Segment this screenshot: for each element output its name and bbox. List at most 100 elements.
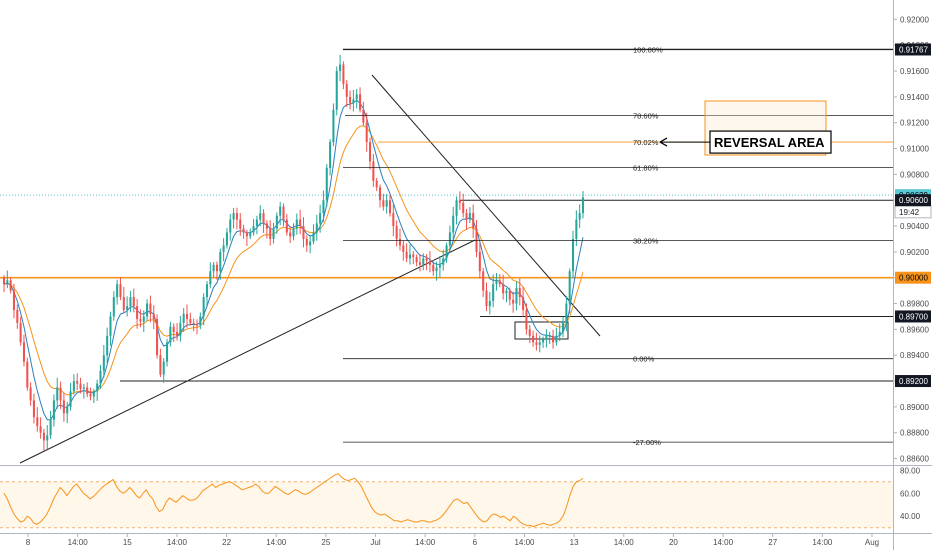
candle-body: [89, 393, 92, 397]
candle-body: [176, 331, 179, 336]
candle-body: [9, 280, 12, 291]
candle-body: [279, 206, 282, 216]
candle-body: [106, 335, 109, 356]
candle-body: [405, 251, 408, 259]
candle-body: [212, 264, 215, 272]
price-tag: [895, 43, 931, 56]
candle-body: [535, 342, 538, 345]
candle-body: [329, 142, 332, 168]
candle-body: [552, 335, 555, 343]
candle-body: [86, 387, 89, 394]
candle-body: [562, 322, 565, 332]
candle-body: [385, 200, 388, 207]
candle-body: [36, 417, 39, 427]
candle-body: [505, 290, 508, 294]
candle-body: [378, 187, 382, 201]
candle-body: [222, 245, 225, 252]
candle-body: [309, 241, 312, 246]
candle-body: [305, 238, 308, 246]
candle-body: [355, 94, 358, 100]
candle-body: [452, 215, 455, 233]
candle-body: [76, 381, 79, 384]
y-tick-label: 0.91000: [900, 145, 929, 154]
candle-body: [116, 284, 119, 298]
candle-body: [522, 297, 525, 310]
candle-body: [462, 202, 465, 214]
candle-body: [325, 167, 328, 201]
candle-body: [19, 322, 22, 343]
candle-body: [555, 335, 558, 343]
candle-body: [435, 267, 438, 272]
candle-body: [575, 219, 578, 239]
candle-body: [465, 213, 468, 220]
candle-body: [92, 391, 95, 397]
candle-body: [82, 387, 85, 389]
moving-averages: [3, 99, 584, 421]
candle-body: [581, 197, 585, 214]
candle-body: [12, 290, 16, 310]
candle-body: [342, 64, 345, 84]
candle-body: [215, 264, 218, 272]
candle-body: [538, 342, 541, 345]
candle-body: [532, 335, 535, 343]
price-tag: [895, 194, 931, 207]
ema-fast-line: [3, 99, 584, 421]
fib-label: -27.00%: [633, 438, 661, 447]
candle-body: [66, 406, 69, 414]
candle-body: [2, 277, 6, 285]
y-tick-label: 0.90400: [900, 222, 929, 231]
candle-body: [109, 316, 112, 336]
candle-body: [295, 219, 298, 229]
rsi-tick-label: 40.00: [900, 512, 921, 521]
x-tick-label: 6: [473, 538, 478, 547]
candle-body: [482, 271, 485, 291]
x-tick-label: 25: [321, 538, 330, 547]
candle-body: [202, 297, 205, 317]
candle-body: [166, 342, 169, 362]
price-tag: [895, 375, 931, 388]
candle-body: [132, 297, 135, 307]
candle-body: [149, 303, 152, 314]
candle-body: [339, 64, 342, 72]
x-tick-label: 27: [768, 538, 777, 547]
candle-body: [422, 258, 425, 265]
candle-body: [275, 215, 278, 229]
candle-body: [265, 223, 268, 229]
candle-body: [472, 213, 475, 229]
rsi-line: [3, 473, 584, 528]
price-tag: [895, 271, 931, 284]
candle-body: [492, 284, 495, 301]
candle-body: [29, 387, 32, 401]
candle-body: [62, 400, 65, 414]
candle-body: [495, 280, 498, 285]
candle-body: [69, 391, 72, 407]
candle-body: [448, 232, 451, 246]
candle-body: [122, 297, 125, 310]
candle-body: [52, 400, 55, 420]
candle-body: [518, 288, 521, 298]
candle-body: [512, 299, 515, 304]
x-tick-label: 14:00: [415, 538, 436, 547]
candle-body: [32, 400, 35, 418]
candle-body: [136, 306, 139, 320]
price-tag-label: 19:42: [899, 208, 920, 217]
candle-body: [192, 322, 195, 325]
candle-body: [289, 232, 292, 237]
candle-body: [299, 219, 302, 227]
price-tag: [895, 310, 931, 323]
candle-body: [402, 245, 405, 252]
y-tick-label: 0.89000: [900, 403, 929, 412]
candle-body: [408, 254, 411, 259]
time-axis[interactable]: 8 14:00 15 14:00 22 14:00 25 Jul 14:00 6 14:00 13 14…: [26, 533, 879, 547]
candle-body: [59, 387, 62, 401]
candle-body: [162, 361, 165, 375]
price-tag-label: 0.89700: [899, 312, 928, 321]
price-axis[interactable]: 0.920000.918000.916000.914000.912000.910…: [893, 15, 932, 521]
candle-body: [352, 99, 355, 104]
candle-body: [209, 271, 212, 285]
x-tick-label: 8: [26, 538, 31, 547]
candle-body: [565, 303, 568, 323]
candle-body: [259, 213, 262, 220]
candle-body: [189, 319, 192, 323]
